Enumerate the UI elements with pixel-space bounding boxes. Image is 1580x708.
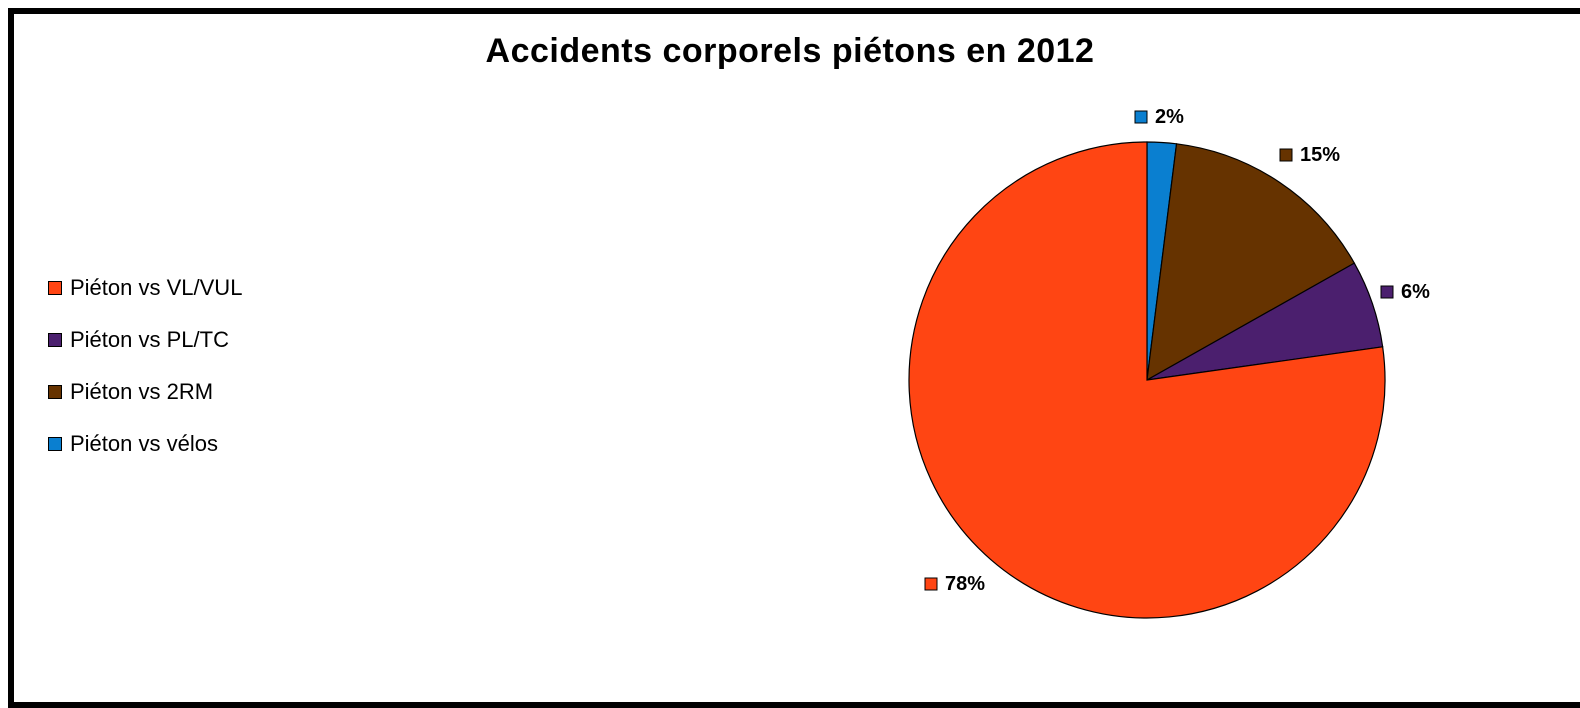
legend-swatch [48, 333, 62, 347]
data-label: 15% [1300, 144, 1340, 166]
legend-item-velos: Piéton vs vélos [48, 418, 242, 470]
data-label-swatch [1134, 110, 1148, 124]
legend-label: Piéton vs 2RM [70, 379, 214, 404]
legend-item-vl-vul: Piéton vs VL/VUL [48, 262, 242, 314]
legend-label: Piéton vs PL/TC [70, 327, 229, 352]
data-label-swatch [1279, 148, 1293, 162]
chart-legend: Piéton vs VL/VUL Piéton vs PL/TC Piéton … [48, 262, 242, 470]
legend-label: Piéton vs vélos [70, 431, 218, 456]
data-label: 2% [1155, 106, 1184, 128]
legend-item-pl-tc: Piéton vs PL/TC [48, 314, 242, 366]
data-label-swatch [1380, 285, 1394, 299]
legend-swatch [48, 281, 62, 295]
legend-label: Piéton vs VL/VUL [70, 275, 243, 300]
legend-item-2rm: Piéton vs 2RM [48, 366, 242, 418]
pie-slice [1146, 143, 1356, 382]
pie-chart: 2% 15% 6% 78% [908, 106, 1430, 619]
data-label: 78% [945, 573, 985, 595]
legend-swatch [48, 437, 62, 451]
data-label: 6% [1401, 281, 1430, 303]
data-label-swatch [924, 577, 938, 591]
chart-title: Accidents corporels piétons en 2012 [485, 32, 1095, 70]
legend-swatch [48, 385, 62, 399]
pie-slice [908, 141, 1386, 619]
